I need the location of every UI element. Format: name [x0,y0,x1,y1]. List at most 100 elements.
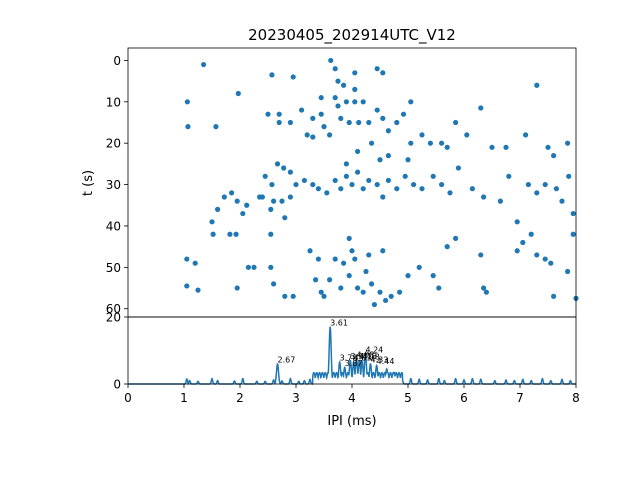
scatter-point [469,186,475,192]
scatter-point [282,215,288,221]
scatter-point [338,186,344,192]
scatter-point [419,132,425,138]
scatter-point [397,289,403,295]
scatter-point [282,293,288,299]
scatter-point [385,128,391,134]
scatter-point [271,198,277,204]
scatter-point [369,140,375,146]
scatter-point [514,248,520,254]
scatter-point [268,206,274,212]
histogram-panel: 0 1 2 3 4 5 6 7 8 0 20 [106,311,580,406]
peak-label: 3.61 [330,319,348,328]
scatter-point [380,70,386,76]
scatter-point [371,301,377,308]
scatter-point [352,256,358,262]
scatter-point [408,140,414,146]
scatter-point [394,186,400,192]
scatter-point [213,124,219,130]
histogram-x-tick-label: 6 [460,391,468,405]
histogram-x-tick-label: 7 [516,391,524,405]
scatter-point [279,198,285,204]
peak-label: 3.87 [345,359,363,368]
scatter-point [268,231,274,237]
scatter-point [290,74,296,80]
scatter-point [287,119,293,126]
scatter-point [276,119,282,126]
scatter-point [315,186,321,192]
scatter-point [244,202,250,208]
scatter-point [352,86,358,92]
scatter-point [385,153,391,159]
scatter-point [566,173,572,179]
peak-label: 4.24 [365,345,383,354]
histogram-x-axis-label: IPI (ms) [327,414,376,429]
scatter-point [221,194,227,200]
histogram-x-tick-label: 8 [572,391,580,405]
scatter-points [184,57,579,308]
scatter-point [310,181,316,188]
scatter-point [405,157,411,163]
scatter-point [310,134,316,140]
scatter-point [355,285,361,291]
scatter-point [324,190,330,196]
scatter-point [332,95,338,101]
scatter-point [321,124,327,130]
scatter-point [430,173,436,179]
scatter-y-tick-label: 0 [113,54,121,68]
scatter-point [335,103,341,109]
scatter-point [565,268,571,275]
scatter-point [559,198,565,204]
scatter-point [313,277,319,283]
histogram-x-tick-label: 3 [292,391,300,405]
scatter-point [545,144,551,150]
scatter-point [185,124,191,130]
scatter-point [265,111,271,117]
scatter-point [251,264,257,270]
scatter-y-tick-label: 40 [106,219,121,233]
scatter-point [430,273,436,279]
scatter-point [497,198,503,204]
scatter-point [388,293,394,299]
scatter-point [235,90,241,97]
peak-label: 4.44 [377,357,395,366]
peak-label: 4.18 [362,353,380,362]
scatter-point [383,297,389,304]
scatter-point [439,181,445,188]
scatter-point [262,173,268,179]
scatter-y-tick-label: 10 [106,95,121,109]
histogram-x-tick-label: 2 [236,391,244,405]
scatter-point [374,66,380,72]
scatter-point [318,111,324,117]
histogram-x-tick-label: 5 [404,391,412,405]
scatter-point [551,153,557,159]
histogram-x-tick-label: 4 [348,391,356,405]
scatter-point [352,99,358,105]
scatter-point [455,165,461,171]
scatter-point [439,140,445,146]
peak-label: 3.78 [340,354,358,363]
scatter-point [405,273,411,279]
scatter-point [542,181,548,188]
scatter-point [233,231,239,237]
scatter-point [385,177,391,184]
scatter-point [240,210,246,217]
scatter-point [341,260,347,266]
scatter-point [356,119,362,126]
scatter-point [346,273,352,279]
scatter-point [528,231,534,237]
scatter-y-tick-label: 20 [106,137,121,151]
scatter-point [269,72,275,78]
scatter-panel: 0 10 20 30 40 50 60 [106,54,128,316]
scatter-point [245,264,251,270]
scatter-point [565,140,571,146]
scatter-point [377,157,383,163]
scatter-point [481,194,487,200]
scatter-point [360,289,366,295]
scatter-point [346,119,352,126]
histogram-x-tick-label: 0 [124,391,132,405]
peak-label: 4.13 [359,352,377,361]
scatter-point [184,283,190,289]
scatter-point [394,119,400,126]
peak-label: 2.67 [278,355,296,364]
histogram-axes-frame [127,316,577,385]
